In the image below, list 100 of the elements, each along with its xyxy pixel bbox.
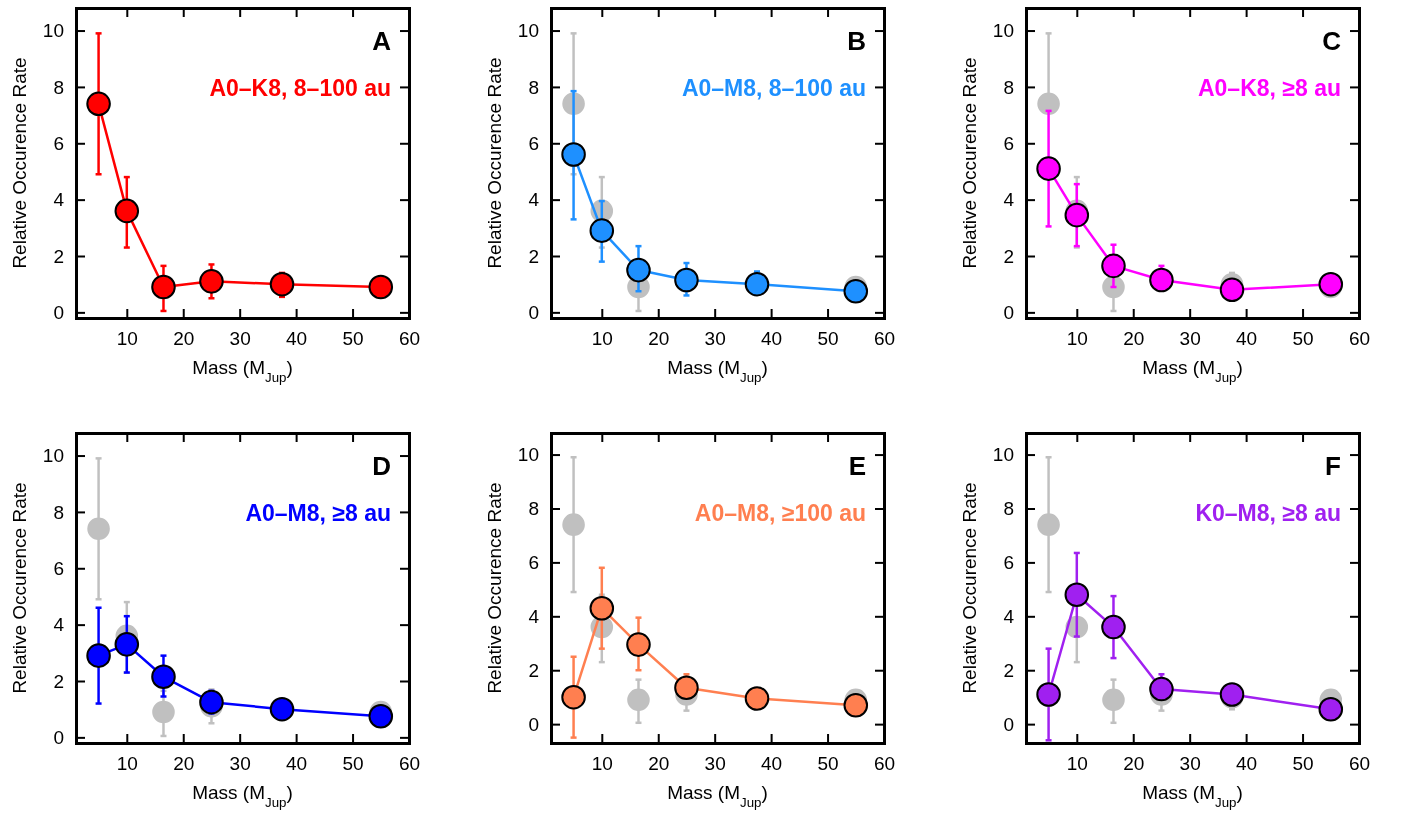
y-tick-label: 0: [53, 301, 64, 323]
x-tick-label: 10: [116, 328, 138, 350]
text: E: [848, 451, 866, 481]
point: [1149, 267, 1174, 293]
y-tick-label: 4: [528, 189, 540, 211]
y-tick-label: 0: [528, 713, 539, 735]
y-tick-label: 10: [42, 445, 64, 467]
x-tick-label: 50: [342, 328, 364, 350]
x-tick-label: 30: [1179, 328, 1201, 350]
point: [744, 271, 770, 297]
x-tick-label: 30: [229, 328, 251, 350]
x-tick-label: 30: [229, 753, 251, 775]
y-tick-label: 6: [528, 551, 539, 573]
x-tick-label: 20: [173, 328, 195, 350]
y-tick-label: 10: [517, 444, 539, 466]
y-tick-label: 2: [53, 670, 64, 692]
point: [1101, 253, 1126, 279]
point: [1101, 614, 1126, 640]
y-tick-label: 10: [517, 20, 539, 42]
x-axis-title: Mass (M$_{Jup}$): [1142, 782, 1243, 810]
x-axis-title: Mass (M$_{Jup}$): [192, 357, 293, 385]
point: [626, 632, 651, 657]
x-tick-label: 20: [648, 753, 670, 775]
x-tick-label: 40: [761, 753, 783, 775]
x-tick-label: 10: [591, 328, 613, 350]
x-tick-label: 30: [704, 328, 726, 350]
point: [626, 257, 651, 283]
x-tick-label: 10: [116, 753, 138, 775]
point: [1037, 92, 1060, 116]
y-tick-label: 4: [53, 614, 65, 636]
y-tick-label: 2: [1003, 245, 1014, 267]
x-tick-label: 10: [1066, 328, 1088, 350]
legend-label: A0–M8, 8–100 au: [681, 75, 866, 101]
y-tick-label: 6: [53, 132, 64, 154]
y-axis-title: Relative Occurence Rate: [9, 482, 30, 694]
y-tick-label: 2: [528, 245, 539, 267]
y-axis-title: Relative Occurence Rate: [959, 57, 980, 269]
x-tick-label: 60: [398, 328, 421, 350]
x-tick-label: 30: [1179, 753, 1201, 775]
y-tick-label: 0: [528, 301, 539, 323]
point: [561, 142, 586, 167]
y-tick-label: 6: [1003, 132, 1014, 154]
x-tick-label: 30: [704, 753, 726, 775]
y-tick-label: 6: [53, 557, 64, 579]
x-tick-label: 40: [1236, 753, 1258, 775]
point: [114, 198, 140, 224]
y-tick-label: 4: [53, 189, 65, 211]
text: D: [372, 451, 391, 481]
legend-label: K0–M8, ≥8 au: [1195, 500, 1341, 526]
y-tick-label: 10: [992, 444, 1014, 466]
x-tick-label: 10: [1066, 753, 1088, 775]
point: [269, 271, 295, 297]
point: [674, 267, 699, 293]
legend-label: A0–K8, ≥8 au: [1197, 75, 1341, 101]
text: B: [847, 26, 866, 56]
text: F: [1325, 451, 1341, 481]
point: [1318, 271, 1344, 297]
point: [1102, 688, 1125, 712]
point: [151, 274, 176, 300]
point: [1036, 682, 1061, 707]
y-tick-label: 2: [528, 659, 539, 681]
point: [368, 274, 394, 300]
y-axis-title: Relative Occurence Rate: [9, 57, 30, 269]
x-tick-label: 60: [873, 328, 896, 350]
legend-label: A0–K8, 8–100 au: [209, 75, 391, 101]
point: [151, 664, 176, 690]
point: [114, 632, 140, 657]
x-axis-title: Mass (M$_{Jup}$): [192, 782, 293, 810]
point: [1037, 513, 1060, 536]
y-tick-label: 0: [1003, 713, 1014, 735]
x-tick-label: 40: [761, 328, 783, 350]
x-tick-label: 20: [1123, 328, 1145, 350]
point: [199, 689, 224, 715]
point: [627, 688, 650, 712]
x-tick-label: 40: [1236, 328, 1258, 350]
point: [86, 643, 111, 668]
point: [843, 693, 869, 718]
point: [1036, 156, 1061, 181]
y-tick-label: 2: [1003, 659, 1014, 681]
y-axis-title: Relative Occurence Rate: [959, 482, 980, 694]
x-tick-label: 20: [173, 753, 195, 775]
y-axis-title: Relative Occurence Rate: [484, 57, 505, 269]
y-tick-label: 10: [42, 20, 64, 42]
x-tick-label: 20: [648, 328, 670, 350]
x-tick-label: 40: [286, 328, 308, 350]
x-tick-label: 60: [398, 753, 421, 775]
y-tick-label: 0: [53, 726, 64, 748]
point: [1064, 582, 1090, 607]
y-tick-label: 4: [1003, 189, 1015, 211]
point: [843, 278, 869, 304]
y-tick-label: 8: [528, 498, 539, 520]
legend-label: A0–M8, ≥8 au: [245, 500, 391, 526]
x-axis-title: Mass (M$_{Jup}$): [1142, 357, 1243, 385]
point: [1064, 202, 1090, 228]
x-axis-title: Mass (M$_{Jup}$): [667, 782, 768, 810]
text: C: [1322, 26, 1342, 56]
x-tick-label: 50: [1292, 328, 1314, 350]
point: [589, 595, 615, 621]
y-tick-label: 6: [528, 132, 539, 154]
y-tick-label: 6: [1003, 551, 1014, 573]
